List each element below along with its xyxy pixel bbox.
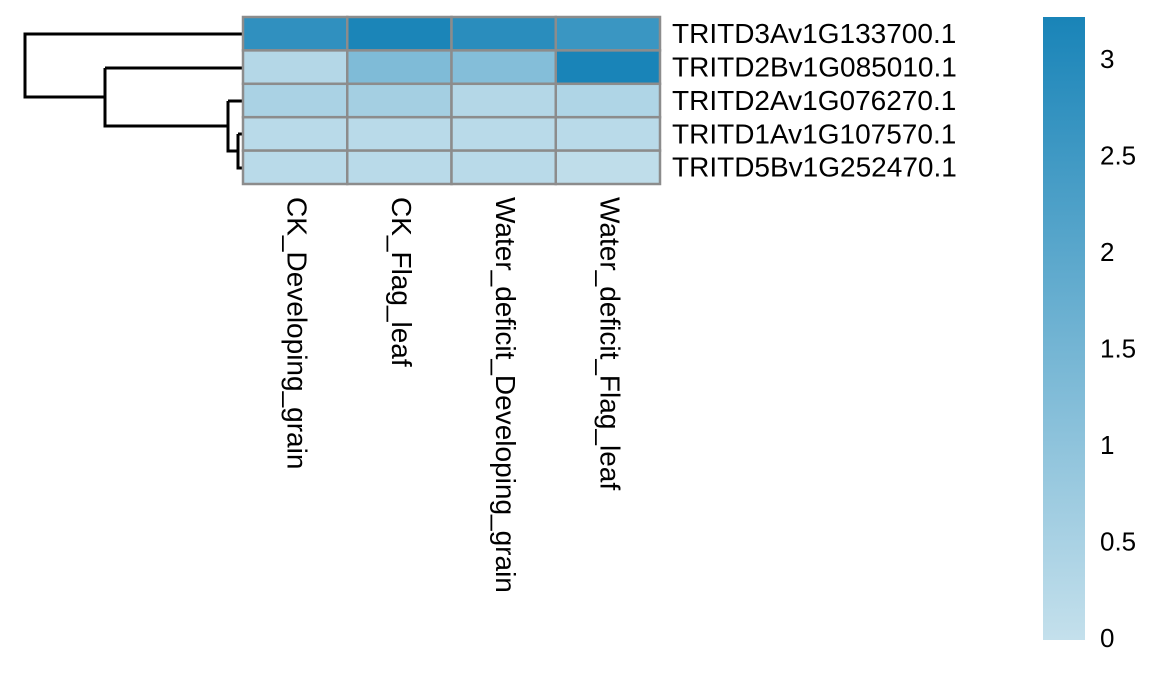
colorbar (1043, 17, 1085, 640)
colorbar-tick-label: 0.5 (1100, 526, 1136, 556)
row-label: TRITD1Av1G107570.1 (672, 118, 956, 149)
colorbar-tick-label: 2 (1100, 237, 1114, 267)
column-label: CK_Developing_grain (282, 197, 313, 469)
cell (241, 149, 349, 186)
cell (241, 115, 349, 152)
cell (450, 82, 557, 119)
cell (241, 49, 349, 86)
cell (346, 49, 453, 86)
cell (241, 15, 349, 52)
cell (346, 149, 453, 186)
cell (241, 82, 349, 119)
cell (346, 82, 453, 119)
cell (554, 82, 662, 119)
colorbar-tick-label: 0 (1100, 623, 1114, 653)
cell (554, 115, 662, 152)
column-label: CK_Flag_leaf (386, 197, 417, 367)
colorbar-tick-label: 1.5 (1100, 334, 1136, 364)
colorbar-tick-label: 2.5 (1100, 141, 1136, 171)
cell (346, 15, 453, 52)
column-label: Water_deficit_Developing_grain (490, 197, 521, 593)
cell (450, 115, 557, 152)
cell (450, 15, 557, 52)
cell (450, 49, 557, 86)
cell (450, 149, 557, 186)
row-label: TRITD2Bv1G085010.1 (672, 51, 957, 82)
cell (346, 115, 453, 152)
column-label: Water_deficit_Flag_leaf (594, 197, 625, 490)
row-label: TRITD2Av1G076270.1 (672, 85, 956, 116)
row-dendrogram (23, 32, 243, 170)
row-label: TRITD5Bv1G252470.1 (672, 152, 957, 183)
colorbar-tick-label: 1 (1100, 430, 1114, 460)
row-label: TRITD3Av1G133700.1 (672, 18, 956, 49)
cell (554, 149, 662, 186)
colorbar-tick-label: 3 (1100, 44, 1114, 74)
cell (554, 49, 662, 86)
cell (554, 15, 662, 52)
